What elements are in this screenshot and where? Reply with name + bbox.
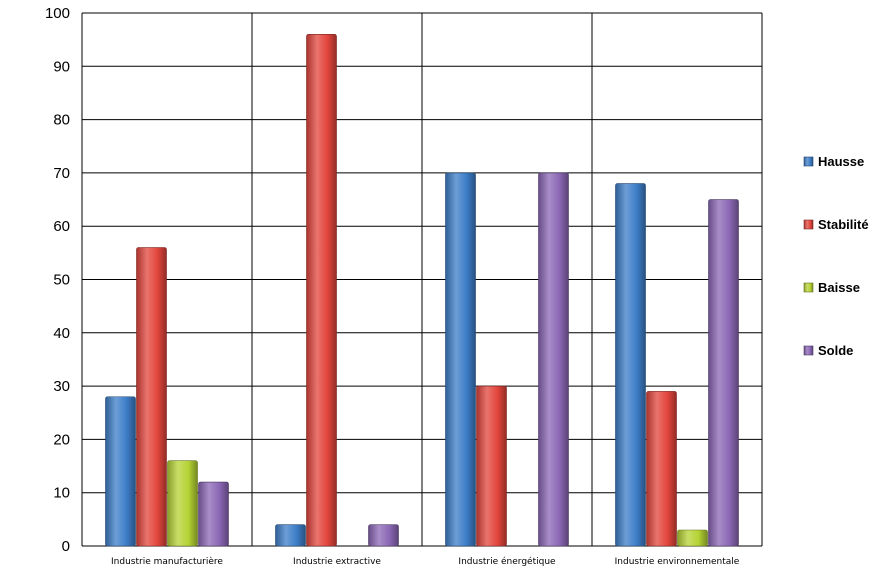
x-tick-label: Industrie énergétique — [458, 556, 556, 567]
gridlines — [81, 12, 763, 547]
bar-solde-2 — [538, 172, 569, 547]
legend-swatch — [803, 282, 814, 293]
bar-solde-0 — [198, 481, 229, 547]
legend-label: Baisse — [818, 280, 860, 295]
bar-hausse-2 — [445, 172, 476, 547]
legend-label: Solde — [818, 343, 853, 358]
x-tick-label: Industrie environnementale — [615, 557, 740, 567]
bar-hausse-1 — [275, 524, 306, 547]
legend-label: Stabilité — [818, 217, 869, 232]
bar-solde-1 — [368, 524, 399, 547]
bar-stabilité-1 — [306, 34, 337, 547]
y-tick-label: 30 — [53, 378, 70, 395]
y-tick-label: 80 — [53, 112, 70, 129]
y-axis-ticks: 0 10 20 30 40 50 60 70 80 90 100 — [45, 5, 70, 555]
bar-stabilité-3 — [646, 391, 677, 547]
bar-baisse-0 — [167, 460, 198, 547]
bar-hausse-0 — [105, 396, 136, 547]
y-tick-label: 40 — [53, 325, 70, 342]
y-tick-label: 60 — [53, 218, 70, 235]
legend-swatch — [803, 156, 814, 167]
bar-stabilité-2 — [476, 385, 507, 547]
bar-hausse-3 — [615, 183, 646, 547]
bar-stabilité-0 — [136, 247, 167, 547]
x-axis-ticks: Industrie manufacturière Industrie extrac… — [111, 556, 740, 567]
bar-baisse-3 — [677, 529, 708, 547]
y-tick-label: 20 — [53, 431, 70, 448]
legend-label: Hausse — [818, 154, 864, 169]
y-tick-label: 0 — [62, 538, 70, 555]
legend-swatch — [803, 219, 814, 230]
y-tick-label: 10 — [53, 485, 70, 502]
y-tick-label: 100 — [45, 5, 70, 22]
bar-solde-3 — [708, 199, 739, 547]
x-tick-label: Industrie extractive — [293, 557, 381, 567]
legend: Hausse Stabilité Baisse Solde — [803, 154, 869, 358]
x-tick-label: Industrie manufacturière — [111, 556, 223, 567]
legend-swatch — [803, 345, 814, 356]
y-tick-label: 50 — [53, 272, 70, 289]
y-tick-label: 70 — [53, 165, 70, 182]
bars — [105, 34, 739, 547]
y-tick-label: 90 — [53, 58, 70, 75]
